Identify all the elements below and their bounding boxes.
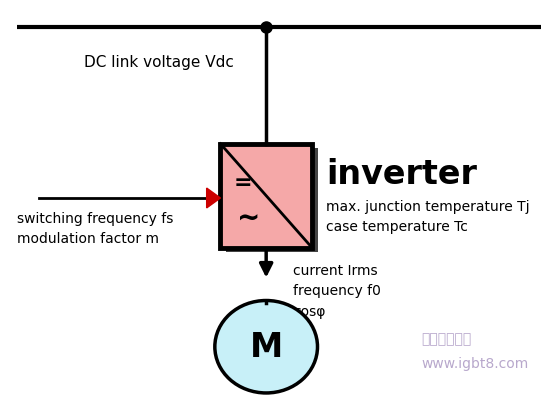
Text: frequency f0: frequency f0 [293, 284, 381, 298]
Polygon shape [206, 188, 220, 209]
Text: 上海菱端电子: 上海菱端电子 [421, 332, 472, 346]
Ellipse shape [215, 301, 318, 393]
Text: inverter: inverter [326, 158, 477, 191]
Bar [220, 144, 312, 249]
Text: www.igbt8.com: www.igbt8.com [421, 356, 528, 370]
Text: DC link voltage Vdc: DC link voltage Vdc [84, 55, 234, 70]
Bar [226, 148, 318, 253]
Text: switching frequency fs: switching frequency fs [17, 212, 173, 225]
Text: ~: ~ [237, 205, 260, 233]
Text: M: M [249, 330, 283, 363]
Text: cosφ: cosφ [293, 304, 325, 318]
Text: case temperature Tc: case temperature Tc [326, 220, 468, 233]
Text: =: = [233, 172, 252, 192]
Text: current Irms: current Irms [293, 264, 378, 277]
Text: max. junction temperature Tj: max. junction temperature Tj [326, 200, 530, 213]
Text: modulation factor m: modulation factor m [17, 232, 158, 245]
